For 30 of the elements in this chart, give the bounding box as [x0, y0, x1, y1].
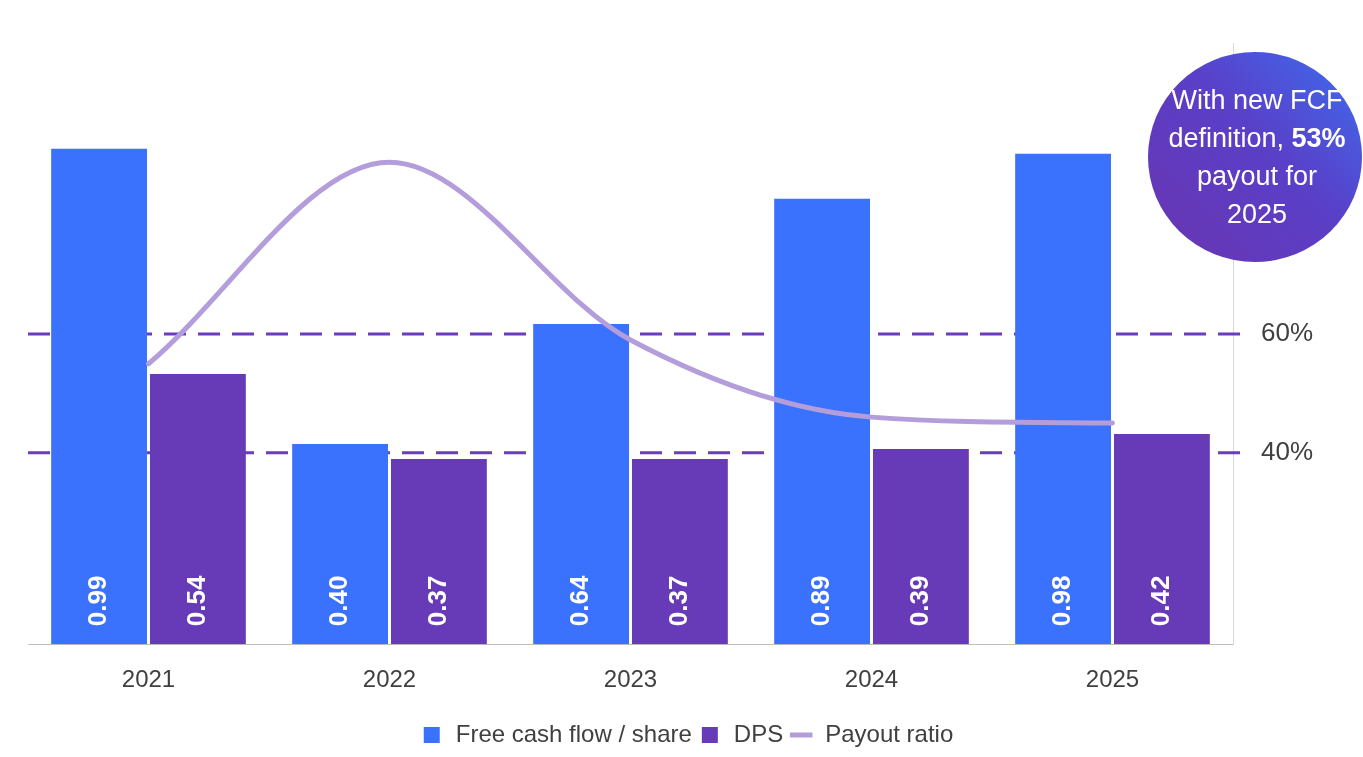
annotation: With new FCF definition, 53% payout for 2025 — [1168, 85, 1346, 229]
data-label: 0.39 — [904, 575, 935, 627]
data-label: 0.42 — [1145, 575, 1176, 627]
bar — [390, 459, 487, 645]
y2-tick-label: 40% — [1261, 435, 1314, 466]
data-label: 0.54 — [181, 575, 212, 627]
data-label: 0.37 — [663, 575, 694, 627]
x-tick-label: 2025 — [1085, 665, 1140, 693]
data-label: 0.98 — [1046, 575, 1077, 627]
bar — [292, 444, 389, 645]
bar — [631, 459, 728, 645]
data-label: 0.99 — [82, 575, 113, 627]
data-label: 0.37 — [422, 575, 453, 627]
legend-label: DPS — [733, 719, 784, 747]
bar — [1015, 153, 1112, 645]
bar — [872, 449, 969, 645]
bar — [774, 198, 871, 645]
x-tick-label: 2021 — [121, 665, 176, 693]
bar — [533, 323, 630, 645]
x-tick-label: 2022 — [362, 665, 417, 693]
bar — [51, 148, 148, 645]
legend-label: Payout ratio — [825, 719, 954, 747]
bar — [1113, 433, 1210, 645]
data-label: 0.89 — [805, 575, 836, 627]
legend-label: Free cash flow / share — [455, 719, 692, 747]
data-label: 0.64 — [564, 575, 595, 627]
x-tick-label: 2024 — [844, 665, 899, 693]
data-label: 0.40 — [323, 575, 354, 627]
x-tick-label: 2023 — [603, 665, 658, 693]
y2-tick-label: 60% — [1261, 317, 1314, 348]
